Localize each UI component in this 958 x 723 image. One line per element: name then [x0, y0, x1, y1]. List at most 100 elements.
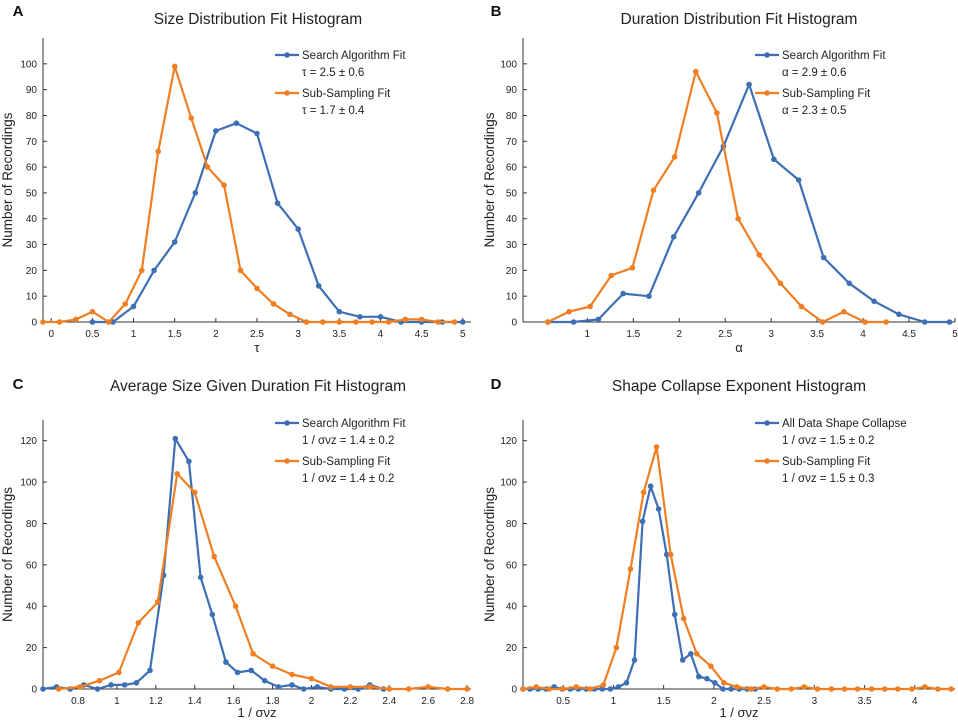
data-point — [671, 154, 678, 160]
y-tick-label: 100 — [500, 478, 517, 489]
panel-label: D — [491, 376, 502, 393]
data-point — [460, 319, 466, 325]
data-point — [385, 319, 392, 325]
x-tick-label: 4 — [860, 329, 866, 340]
data-point — [435, 319, 441, 325]
series-line — [547, 83, 950, 324]
data-point — [854, 686, 861, 692]
y-tick-label: 0 — [31, 318, 37, 329]
data-point — [720, 686, 726, 692]
data-point — [96, 677, 103, 684]
data-point — [213, 128, 219, 134]
data-point — [704, 675, 710, 682]
y-tick-label: 20 — [26, 643, 38, 654]
data-point — [116, 669, 122, 676]
x-tick-label: 2 — [213, 329, 219, 340]
x-tick-label: 4.5 — [902, 329, 916, 340]
data-point — [308, 675, 315, 682]
y-tick-label: 80 — [26, 111, 38, 122]
data-point — [367, 684, 373, 690]
y-tick-label: 40 — [26, 214, 38, 225]
data-point — [708, 663, 714, 669]
data-point — [533, 684, 539, 690]
data-point — [663, 551, 670, 558]
legend-entry: Search Algorithm Fit — [302, 50, 406, 62]
data-point — [587, 686, 594, 692]
data-point — [269, 663, 276, 669]
data-point — [868, 686, 875, 692]
x-tick-label: 2.2 — [343, 696, 357, 707]
data-point — [300, 686, 307, 692]
data-point — [262, 677, 268, 684]
data-point — [608, 272, 614, 279]
data-point — [647, 483, 654, 490]
data-point — [328, 684, 334, 690]
data-point — [133, 680, 140, 686]
y-tick-label: 40 — [506, 214, 518, 225]
legend-marker — [284, 52, 290, 58]
data-point — [680, 615, 687, 622]
data-point — [336, 319, 343, 325]
data-point — [748, 686, 754, 692]
data-point — [56, 319, 63, 325]
legend-stat: 1 / σνz = 1.4 ± 0.2 — [302, 473, 394, 485]
legend-marker — [764, 90, 770, 96]
series-blue — [40, 435, 387, 692]
data-point — [464, 686, 470, 692]
x-tick-label: 0.5 — [85, 329, 99, 340]
panel-label: C — [13, 376, 24, 393]
y-tick-label: 10 — [26, 292, 38, 303]
data-point — [270, 301, 277, 307]
data-point — [921, 319, 928, 325]
data-point — [546, 686, 552, 692]
x-tick-label: 3.5 — [332, 329, 346, 340]
data-point — [139, 267, 145, 274]
series-orange — [55, 471, 470, 692]
data-point — [679, 657, 686, 663]
data-point — [566, 308, 572, 315]
chart-panel-d: D Shape Collapse Exponent Histogram 0 20 40 6… — [482, 376, 955, 720]
x-tick-label: 2.5 — [718, 329, 732, 340]
x-tick-label: 2.5 — [757, 696, 771, 707]
legend-stat: 1 / σνz = 1.5 ± 0.2 — [782, 435, 874, 447]
data-point — [771, 156, 777, 163]
legend-marker — [764, 420, 770, 426]
data-point — [693, 68, 699, 75]
data-point — [314, 684, 321, 690]
data-point — [122, 301, 129, 307]
data-point — [171, 239, 178, 245]
data-point — [234, 669, 241, 676]
data-point — [315, 283, 322, 289]
data-point — [655, 506, 662, 512]
data-point — [788, 686, 794, 692]
legend-stat: α = 2.9 ± 0.6 — [782, 67, 846, 79]
data-point — [746, 81, 752, 88]
x-tick-label: 1.5 — [168, 329, 182, 340]
y-tick-label: 0 — [511, 318, 517, 329]
x-axis-label: 1 / σνz — [719, 705, 758, 720]
series-blue — [89, 120, 466, 325]
data-point — [347, 684, 354, 690]
data-point — [670, 234, 677, 240]
data-point — [320, 319, 326, 325]
data-point — [108, 682, 114, 688]
data-point — [274, 200, 281, 206]
x-tick-label: 1 — [611, 696, 617, 707]
data-point — [254, 285, 260, 292]
data-point — [135, 620, 142, 626]
data-point — [106, 319, 112, 325]
data-point — [444, 686, 451, 692]
data-point — [353, 319, 359, 325]
data-point — [171, 63, 178, 70]
x-tick-label: 1 — [131, 329, 137, 340]
data-point — [798, 303, 805, 310]
data-point — [728, 686, 734, 692]
data-point — [191, 489, 198, 496]
data-point — [197, 574, 204, 581]
data-point — [40, 319, 46, 325]
x-tick-label: 1.6 — [227, 696, 241, 707]
y-tick-label: 120 — [20, 436, 37, 447]
data-point — [130, 303, 137, 310]
data-point — [40, 686, 46, 692]
data-point — [734, 684, 740, 690]
